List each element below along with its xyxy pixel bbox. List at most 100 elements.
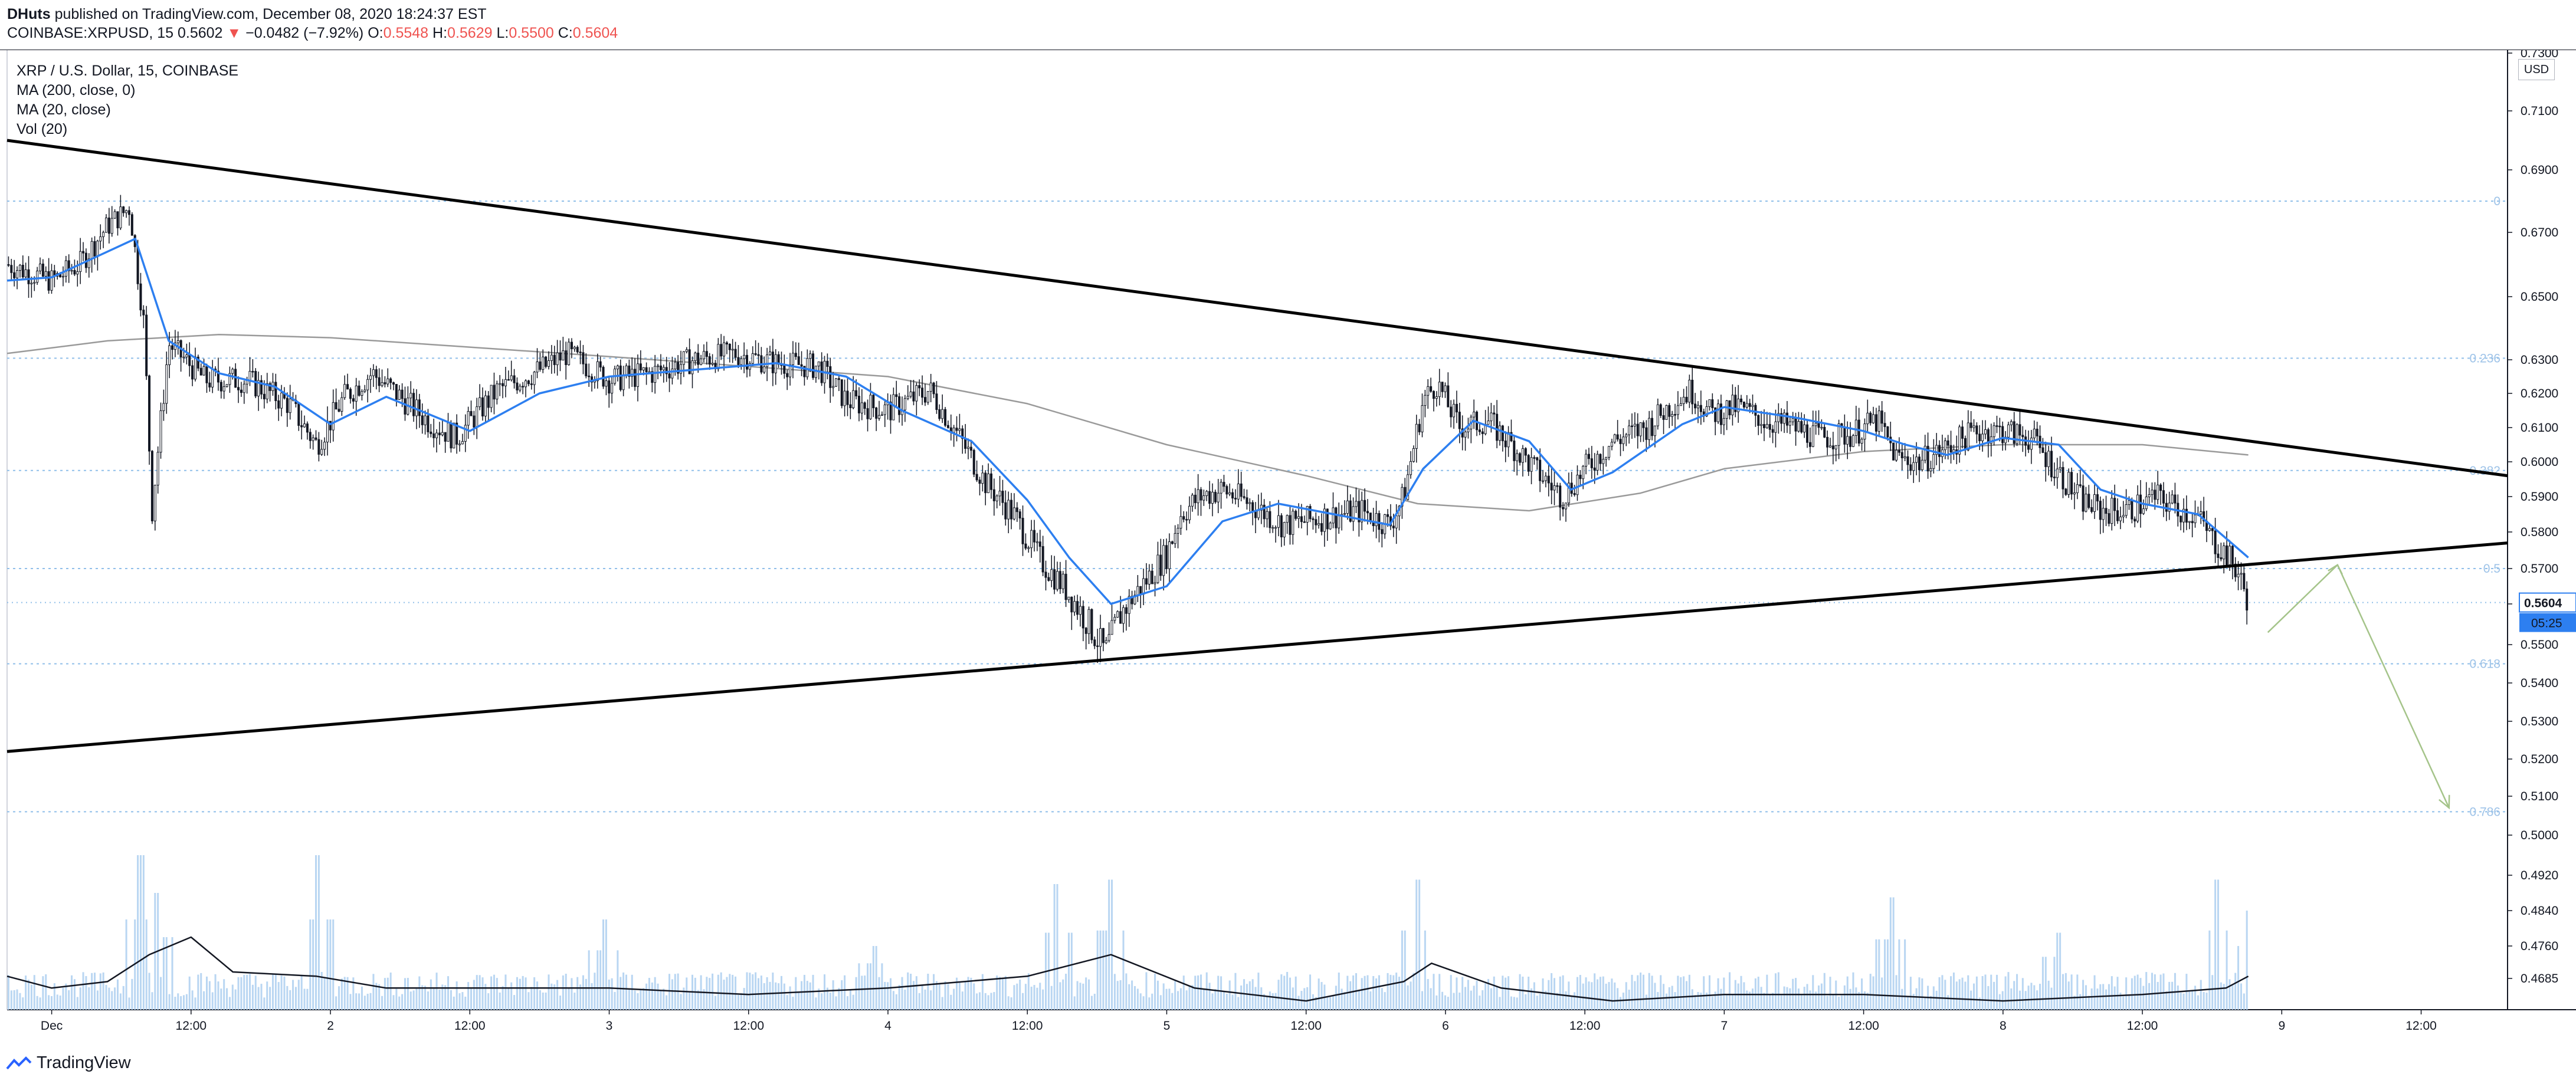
candle-body xyxy=(2056,468,2059,478)
legend-ma200[interactable]: MA (200, close, 0) xyxy=(17,82,136,98)
volume-bar xyxy=(1389,974,1392,1010)
volume-bar xyxy=(1763,993,1765,1010)
volume-bar xyxy=(335,996,337,1010)
candle-body xyxy=(1562,507,1565,510)
volume-bar xyxy=(360,986,363,1010)
y-tick-label: 0.7300 xyxy=(2521,50,2558,60)
volume-bar xyxy=(1757,977,1759,1010)
volume-bar xyxy=(1168,988,1171,1010)
volume-bar xyxy=(2119,993,2122,1010)
candle-body xyxy=(510,375,513,380)
candle-body xyxy=(453,422,455,449)
candle-body xyxy=(1682,396,1685,404)
volume-bar xyxy=(1617,988,1619,1010)
volume-bar xyxy=(1726,994,1728,1010)
candle-body xyxy=(33,282,36,284)
volume-bar xyxy=(1720,988,1722,1010)
volume-bar xyxy=(407,978,409,1010)
volume-bar xyxy=(160,977,162,1010)
currency-badge[interactable]: USD xyxy=(2518,59,2555,80)
candle-body xyxy=(136,246,139,284)
volume-bar xyxy=(740,993,742,1010)
volume-bar xyxy=(1654,983,1656,1010)
candle-body xyxy=(1843,426,1846,445)
volume-bar xyxy=(1884,939,1886,1010)
volume-bar xyxy=(464,996,467,1010)
candle-body xyxy=(536,361,539,373)
volume-bar xyxy=(1990,974,1992,1010)
candle-body xyxy=(912,391,915,402)
candle-body xyxy=(2142,508,2145,514)
candle-body xyxy=(176,340,179,343)
author-name[interactable]: DHuts xyxy=(7,6,51,22)
candle-body xyxy=(763,366,766,373)
volume-bar xyxy=(1246,984,1248,1010)
ma20-line xyxy=(6,238,2249,605)
volume-bar xyxy=(1752,988,1754,1010)
candle-body xyxy=(1381,529,1384,534)
x-tick-label: 8 xyxy=(2000,1019,2007,1033)
candle-body xyxy=(1125,607,1128,614)
candle-body xyxy=(1145,578,1148,585)
candle-body xyxy=(516,382,519,390)
volume-bar xyxy=(1620,997,1622,1010)
candle-body xyxy=(277,400,280,409)
candle-body xyxy=(168,345,171,365)
volume-bar xyxy=(2070,974,2073,1010)
candle-body xyxy=(1401,487,1404,507)
candle-body xyxy=(73,270,76,275)
candle-body xyxy=(1205,491,1208,496)
candle-body xyxy=(1851,435,1854,447)
candle-body xyxy=(358,385,360,396)
candle-body xyxy=(1691,379,1694,405)
candle-body xyxy=(556,352,559,365)
volume-bar xyxy=(1479,996,1481,1010)
projection-path[interactable] xyxy=(2267,564,2450,810)
candle-body xyxy=(2231,546,2234,564)
candle-body xyxy=(470,411,473,416)
candle-body xyxy=(582,352,585,364)
candle-body xyxy=(337,409,340,412)
candle-body xyxy=(1352,506,1355,522)
candle-body xyxy=(481,397,484,417)
legend-ma20[interactable]: MA (20, close) xyxy=(17,101,111,118)
candle-body xyxy=(50,270,53,291)
tradingview-logo[interactable]: TradingView xyxy=(6,1053,131,1073)
candle-body xyxy=(10,265,13,273)
volume-bar xyxy=(444,985,447,1010)
volume-bar xyxy=(260,984,263,1010)
y-tick-label: 0.7100 xyxy=(2521,104,2558,118)
volume-bar xyxy=(2162,973,2165,1010)
volume-bar xyxy=(56,994,58,1010)
volume-bar xyxy=(611,978,613,1010)
volume-bar xyxy=(755,972,757,1010)
candle-body xyxy=(725,342,728,344)
volume-bar xyxy=(1142,996,1145,1010)
candle-body xyxy=(2203,511,2205,522)
candle-body xyxy=(1481,431,1484,434)
legend-volume[interactable]: Vol (20) xyxy=(17,121,68,137)
candle-body xyxy=(130,214,133,236)
volume-bar xyxy=(1214,988,1217,1010)
candle-body xyxy=(116,211,119,228)
trendlines[interactable] xyxy=(6,139,2508,753)
candle-body xyxy=(1412,448,1415,462)
volume-bar xyxy=(1004,975,1007,1010)
candle-body xyxy=(969,446,972,451)
candle-body xyxy=(987,473,990,494)
volume-bar xyxy=(2013,981,2015,1010)
candle-body xyxy=(306,423,309,433)
volume-bar xyxy=(1349,981,1352,1010)
candle-body xyxy=(1061,573,1064,589)
volume-bar xyxy=(786,995,788,1010)
candle-body xyxy=(1366,511,1369,514)
candle-body xyxy=(1573,493,1576,495)
volume-bar xyxy=(858,963,860,1010)
candle-body xyxy=(1547,475,1550,484)
volume-bar xyxy=(1410,981,1412,1010)
volume-bar xyxy=(168,994,171,1010)
candle-body xyxy=(372,369,375,376)
candle-body xyxy=(1283,522,1286,538)
